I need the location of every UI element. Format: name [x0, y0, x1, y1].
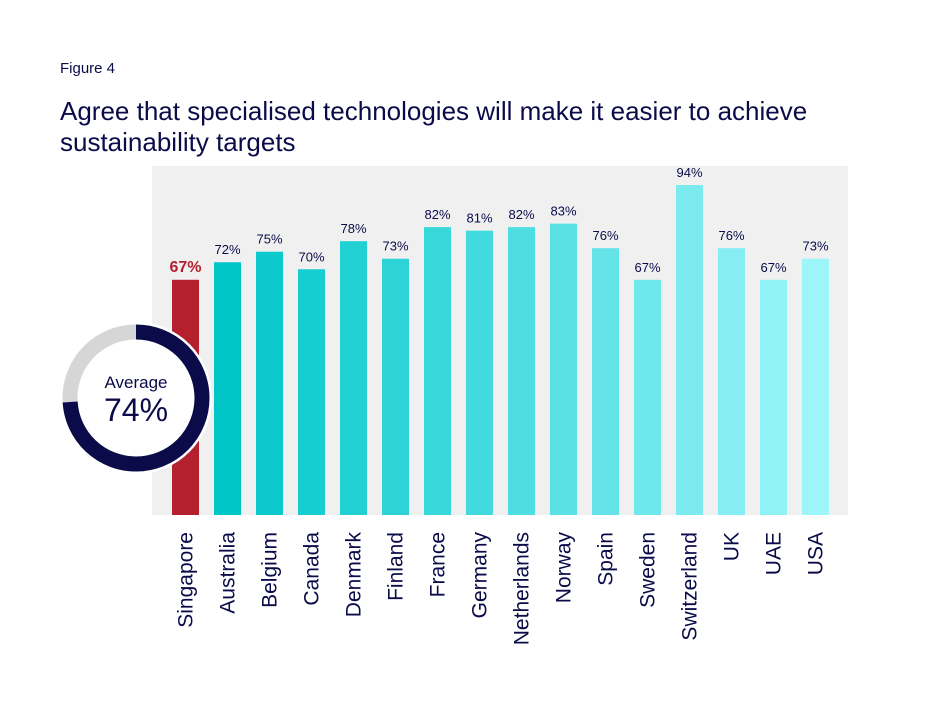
value-label-switzerland: 94% [676, 165, 702, 180]
value-label-france: 82% [424, 207, 450, 222]
value-label-australia: 72% [214, 242, 240, 257]
category-label-belgium: Belgium [259, 532, 282, 608]
value-label-finland: 73% [382, 239, 408, 254]
value-label-sweden: 67% [634, 260, 660, 275]
category-label-uk: UK [721, 532, 744, 561]
bar-netherlands [508, 227, 535, 515]
average-donut: Average 74% [60, 322, 212, 474]
bar-canada [298, 269, 325, 515]
category-labels-group: Singapore Australia Belgium Canada Denmark Fi… [175, 532, 828, 646]
category-label-usa: USA [805, 532, 828, 575]
value-label-germany: 81% [466, 211, 492, 226]
value-label-denmark: 78% [340, 221, 366, 236]
value-label-canada: 70% [298, 249, 324, 264]
category-label-canada: Canada [301, 532, 324, 606]
bar-spain [592, 248, 619, 516]
bar-france [424, 227, 451, 515]
bar-germany [466, 230, 493, 515]
value-label-netherlands: 82% [508, 207, 534, 222]
average-label: Average [104, 373, 167, 392]
category-label-germany: Germany [469, 532, 492, 619]
category-label-singapore: Singapore [175, 532, 198, 628]
value-label-spain: 76% [592, 228, 618, 243]
bar-denmark [340, 241, 367, 515]
bar-australia [214, 262, 241, 515]
category-label-finland: Finland [385, 532, 408, 601]
bar-norway [550, 223, 577, 516]
category-label-denmark: Denmark [343, 532, 366, 618]
bar-finland [382, 258, 409, 515]
category-label-norway: Norway [553, 532, 576, 604]
bar-switzerland [676, 185, 703, 515]
value-label-uae: 67% [760, 260, 786, 275]
bar-belgium [256, 251, 283, 515]
bar-uk [718, 248, 745, 516]
donut-background [60, 322, 212, 474]
value-label-singapore: 67% [169, 259, 201, 276]
category-label-netherlands: Netherlands [511, 532, 534, 645]
category-label-sweden: Sweden [637, 532, 660, 608]
value-label-belgium: 75% [256, 232, 282, 247]
value-labels-group: 67% 72% 75% 70% 78% 73% 82% 81% 82% 83% 76% 67% 94% 7… [169, 165, 828, 276]
category-label-australia: Australia [217, 532, 240, 614]
chart-title: Agree that specialised technologies will… [60, 96, 808, 157]
bar-uae [760, 279, 787, 515]
category-label-uae: UAE [763, 532, 786, 575]
donut-value-arc [62, 324, 210, 472]
bar-usa [802, 258, 829, 515]
value-label-uk: 76% [718, 228, 744, 243]
bar-sweden [634, 279, 661, 515]
value-label-norway: 83% [550, 204, 576, 219]
value-label-usa: 73% [802, 239, 828, 254]
category-label-spain: Spain [595, 532, 618, 586]
average-value: 74% [104, 392, 168, 428]
category-label-france: France [427, 532, 450, 597]
figure-label: Figure 4 [60, 60, 116, 77]
category-label-switzerland: Switzerland [679, 532, 702, 641]
